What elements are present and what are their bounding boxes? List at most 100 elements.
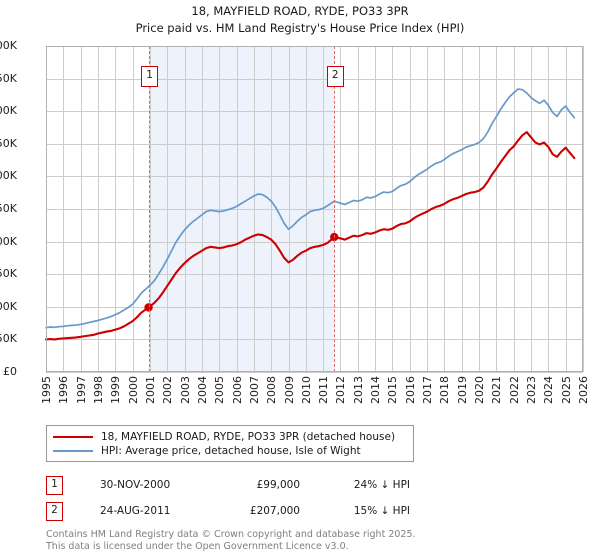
gridline-horizontal: [46, 339, 583, 341]
x-axis-tick-label: 1996: [57, 376, 71, 404]
x-axis-tick-label: 2022: [507, 376, 521, 404]
gridline-vertical: [357, 46, 359, 372]
gridline-vertical: [97, 46, 99, 372]
x-axis-tick-label: 2023: [525, 376, 539, 404]
x-axis-tick-label: 2001: [143, 376, 157, 404]
gridline-vertical: [340, 46, 342, 372]
transaction-marker-number: 2: [46, 501, 63, 521]
gridline-vertical: [219, 46, 221, 372]
table-row: 1 30-NOV-2000 £99,000 24% ↓ HPI: [46, 472, 466, 498]
y-axis-tick-label: £400K: [0, 104, 17, 118]
legend-label-price-paid: 18, MAYFIELD ROAD, RYDE, PO33 3PR (detac…: [101, 431, 396, 443]
gridline-horizontal: [46, 143, 583, 145]
gridline-vertical: [548, 46, 550, 372]
transaction-marker-number: 1: [46, 475, 63, 495]
transaction-hpi-delta: 15% ↓ HPI: [353, 505, 410, 517]
gridline-vertical: [392, 46, 394, 372]
y-axis-tick-label: £150K: [0, 267, 17, 281]
gridline-vertical: [236, 46, 238, 372]
x-axis-tick-label: 1995: [40, 376, 53, 404]
event-badge-1[interactable]: 1: [141, 66, 159, 87]
gridline-vertical: [288, 46, 290, 372]
gridline-vertical: [149, 46, 151, 372]
gridline-vertical: [167, 46, 169, 372]
transaction-price: £99,000: [256, 479, 300, 491]
y-axis-tick-label: £300K: [0, 169, 17, 183]
x-axis-tick-label: 2011: [317, 376, 331, 404]
y-axis-tick-label: £100K: [0, 299, 17, 313]
gridline-horizontal: [46, 274, 583, 276]
gridline-vertical: [253, 46, 255, 372]
gridline-vertical: [479, 46, 481, 372]
x-axis-tick-label: 2004: [195, 376, 209, 404]
x-axis-tick-label: 2018: [438, 376, 452, 404]
x-axis-tick-label: 2021: [490, 376, 504, 404]
x-axis-tick-label: 2010: [299, 376, 313, 404]
legend-swatch-price-paid: [53, 436, 93, 438]
event-badge-2[interactable]: 2: [326, 66, 344, 87]
x-axis-tick-label: 2012: [334, 376, 348, 404]
gridline-vertical: [375, 46, 377, 372]
x-axis-tick-label: 2005: [213, 376, 227, 404]
y-axis-tick-label: £50K: [0, 332, 17, 346]
event-line-1: [148, 46, 150, 372]
gridline-horizontal: [46, 241, 583, 243]
line-price-paid: [44, 131, 576, 341]
gridline-horizontal: [46, 372, 583, 373]
x-axis-tick-label: 2003: [178, 376, 192, 404]
x-axis-tick-label: 2007: [247, 376, 261, 404]
x-axis-tick-label: 1998: [91, 376, 105, 404]
transaction-date: 24-AUG-2011: [100, 505, 171, 517]
line-hpi: [45, 88, 576, 329]
gridline-vertical: [305, 46, 307, 372]
transactions-list: 1 30-NOV-2000 £99,000 24% ↓ HPI 2 24-AUG…: [46, 472, 466, 524]
chart-titles: 18, MAYFIELD ROAD, RYDE, PO33 3PR Price …: [0, 0, 600, 35]
gridline-vertical: [583, 46, 584, 372]
gridline-vertical: [409, 46, 411, 372]
x-axis-tick-label: 2006: [230, 376, 244, 404]
gridline-vertical: [63, 46, 65, 372]
x-axis-tick-label: 2013: [351, 376, 365, 404]
y-axis-tick-label: £200K: [0, 234, 17, 248]
footer-line-1: Contains HM Land Registry data © Crown c…: [46, 529, 416, 540]
y-axis-tick-label: £450K: [0, 71, 17, 85]
x-axis-tick-label: 2008: [265, 376, 279, 404]
x-axis-tick-label: 2019: [455, 376, 469, 404]
gridline-vertical: [132, 46, 134, 372]
gridline-vertical: [565, 46, 567, 372]
x-axis-tick-label: 2000: [126, 376, 140, 404]
x-axis-tick-label: 2020: [473, 376, 487, 404]
gridline-vertical: [427, 46, 429, 372]
series-lines: [44, 88, 576, 341]
x-axis-tick-label: 1997: [74, 376, 88, 404]
x-axis-tick-label: 2025: [559, 376, 573, 404]
gridline-horizontal: [46, 176, 583, 178]
transaction-price: £207,000: [249, 505, 300, 517]
page-title: 18, MAYFIELD ROAD, RYDE, PO33 3PR: [191, 4, 409, 18]
y-axis-tick-label: £250K: [0, 202, 17, 215]
x-axis-tick-label: 2017: [421, 376, 435, 404]
x-axis-tick-label: 2024: [542, 376, 556, 404]
transaction-date: 30-NOV-2000: [100, 479, 171, 491]
legend-item-hpi: HPI: Average price, detached house, Isle…: [53, 444, 407, 458]
transaction-hpi-delta: 24% ↓ HPI: [353, 479, 410, 491]
gridline-vertical: [461, 46, 463, 372]
x-axis-tick-label: 2016: [403, 376, 417, 404]
x-axis-tick-label: 2015: [386, 376, 400, 404]
gridline-vertical: [513, 46, 515, 372]
chart-legend: 18, MAYFIELD ROAD, RYDE, PO33 3PR (detac…: [46, 425, 414, 462]
x-axis-tick-label: 2002: [161, 376, 175, 404]
gridline-vertical: [271, 46, 273, 372]
event-line-2: [334, 46, 336, 372]
gridline-vertical: [201, 46, 203, 372]
legend-swatch-hpi: [53, 450, 93, 452]
y-axis-tick-label: £350K: [0, 136, 17, 150]
gridline-horizontal: [46, 111, 583, 113]
x-axis-tick-label: 2026: [577, 376, 590, 404]
footer-attribution: Contains HM Land Registry data © Crown c…: [46, 529, 566, 552]
x-axis-tick-label: 2009: [282, 376, 296, 404]
gridline-vertical: [444, 46, 446, 372]
gridline-vertical: [80, 46, 82, 372]
gridline-vertical: [115, 46, 117, 372]
